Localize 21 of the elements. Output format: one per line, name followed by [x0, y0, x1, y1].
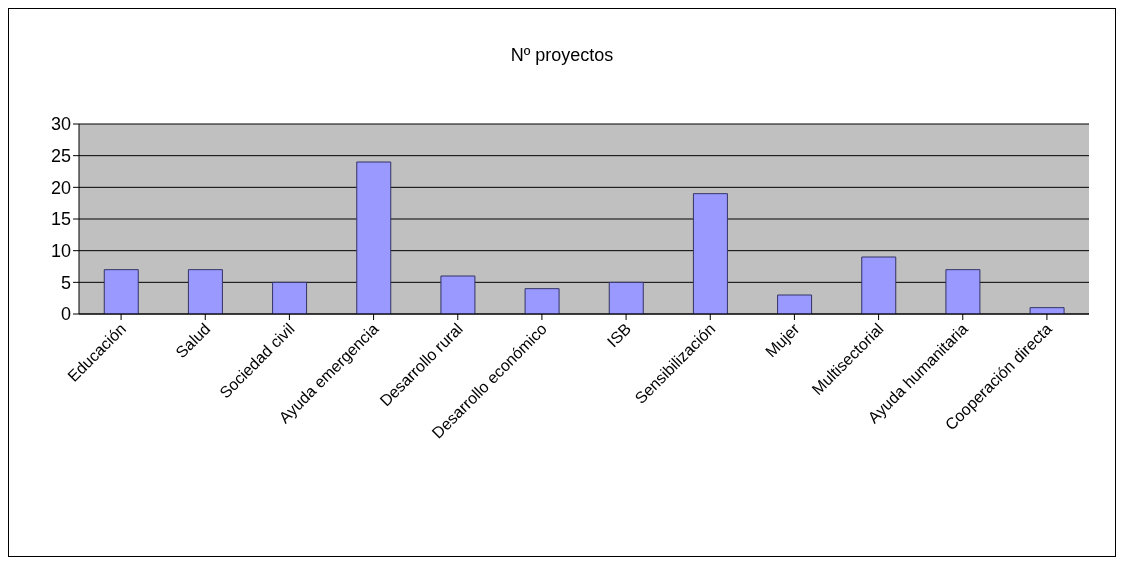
bar: [1029, 307, 1065, 314]
y-tick-label: 30: [50, 114, 71, 135]
bar: [608, 281, 644, 314]
bar: [356, 161, 392, 314]
y-tick-label: 0: [60, 304, 71, 325]
bar: [692, 193, 728, 314]
chart-title: Nº proyectos: [509, 45, 615, 66]
bar: [524, 288, 560, 314]
bar: [777, 294, 813, 314]
bar: [861, 256, 897, 314]
y-tick-label: 5: [60, 272, 71, 293]
y-tick-label: 15: [50, 209, 71, 230]
bar: [440, 275, 476, 314]
y-tick-label: 25: [50, 146, 71, 167]
bar: [103, 269, 139, 314]
y-tick-label: 20: [50, 177, 71, 198]
bar: [945, 269, 981, 314]
y-tick-label: 10: [50, 241, 71, 262]
x-tick-label: ISB: [603, 320, 635, 351]
bar: [272, 281, 308, 314]
bar: [187, 269, 223, 314]
